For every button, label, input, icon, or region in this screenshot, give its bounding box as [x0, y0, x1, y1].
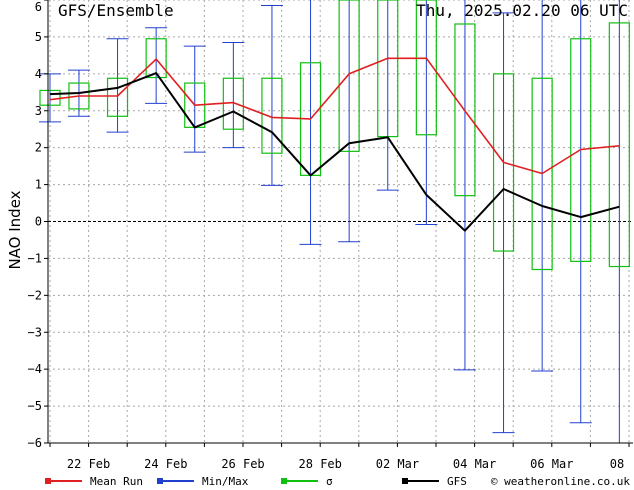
x-tick-label: 26 Feb — [221, 457, 264, 471]
series-lines — [49, 57, 620, 232]
y-tick-label: −6 — [28, 436, 42, 450]
x-tick-label: 24 Feb — [144, 457, 187, 471]
y-tick-label: 5 — [35, 30, 42, 44]
axes: −6 −5 −4 −3 −2 −1 0 1 2 3 4 5 6 22 Feb 24 Feb 26 Feb 28 … — [28, 0, 633, 471]
x-tick-label: 02 Mar — [376, 457, 419, 471]
sigma-box — [454, 23, 476, 197]
legend-mean-run-marker — [45, 478, 51, 484]
x-tick-label: 08 — [610, 457, 624, 471]
y-tick-label: 1 — [35, 178, 42, 192]
y-tick-label: 0 — [35, 215, 42, 229]
y-tick-label: −1 — [28, 251, 42, 265]
y-tick-label: −2 — [28, 288, 42, 302]
legend-gfs-label: GFS — [447, 475, 467, 488]
legend-mean-run-label: Mean Run — [90, 475, 143, 488]
y-tick-label: −3 — [28, 325, 42, 339]
legend-minmax-marker — [157, 478, 163, 484]
sigma-box — [570, 38, 592, 262]
credit-text: © weatheronline.co.uk — [491, 475, 630, 488]
legend-sigma-marker — [281, 478, 287, 484]
sigma-box — [145, 38, 167, 79]
y-tick-label: 6 — [35, 0, 42, 14]
y-tick-label: −5 — [28, 399, 42, 413]
chart-datetime: Thu, 2025.02.20 06 UTC — [416, 1, 628, 20]
sigma-box — [261, 77, 283, 154]
sigma-box — [531, 77, 553, 271]
y-tick-label: 2 — [35, 141, 42, 155]
x-tick-label: 06 Mar — [530, 457, 573, 471]
y-tick-label: −4 — [28, 362, 42, 376]
x-tick-label: 22 Feb — [67, 457, 110, 471]
y-axis-label: NAO Index — [6, 190, 24, 269]
ensemble-boxes — [39, 0, 630, 443]
legend-minmax-label: Min/Max — [202, 475, 249, 488]
sigma-box — [338, 0, 360, 152]
chart-title: GFS/Ensemble — [58, 1, 174, 20]
mean-run-line — [49, 57, 620, 175]
legend-sigma-label: σ — [326, 475, 333, 488]
legend-gfs-marker — [402, 478, 408, 484]
y-tick-label: 3 — [35, 104, 42, 118]
legend: Mean Run Min/Max σ GFS © weatheronline.c… — [45, 475, 630, 488]
gfs-line — [49, 72, 620, 232]
sigma-box — [608, 22, 630, 268]
x-tick-label: 04 Mar — [453, 457, 496, 471]
sigma-box — [106, 77, 129, 117]
sigma-box — [415, 0, 437, 136]
y-tick-label: 4 — [35, 67, 42, 81]
x-tick-label: 28 Feb — [299, 457, 342, 471]
sigma-box — [492, 73, 515, 252]
